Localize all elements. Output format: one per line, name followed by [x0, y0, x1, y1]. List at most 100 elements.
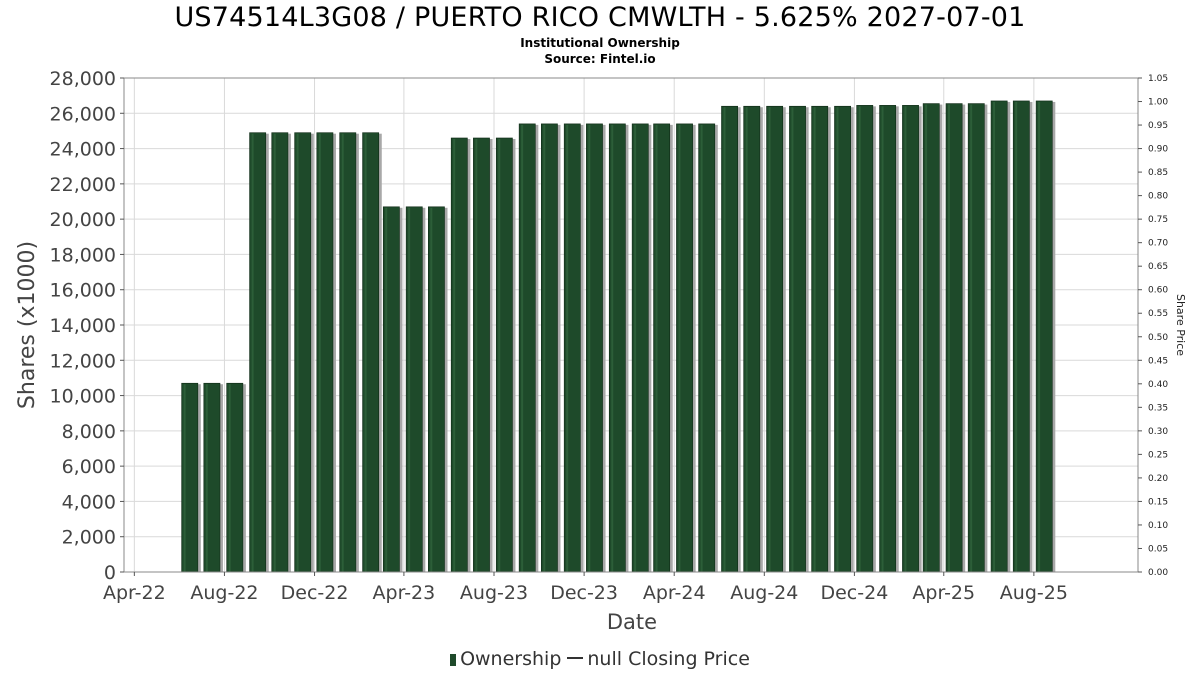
bar [967, 103, 988, 573]
bar-highlight [836, 107, 839, 572]
y-tick-label: 18,000 [50, 244, 116, 266]
bar-highlight [588, 124, 591, 572]
bar-highlight [475, 138, 478, 572]
ownership-legend-swatch [450, 654, 457, 666]
bar [362, 132, 382, 573]
x-axis: Apr-22 Aug-22 Dec-22 Apr-23 Aug-23 Dec-23 Apr-… [103, 572, 1068, 604]
y-tick-label: 0 [104, 562, 116, 584]
x-tick-label: Apr-25 [912, 582, 975, 604]
y2-tick-label: 0.40 [1148, 380, 1168, 390]
bar [608, 123, 629, 573]
bar-highlight [498, 138, 501, 572]
bar [990, 100, 1011, 573]
bar-highlight [521, 124, 524, 572]
bar-highlight [273, 133, 276, 572]
bar-highlight [341, 133, 344, 572]
bar [450, 137, 471, 573]
bar [945, 103, 966, 573]
bar [405, 206, 426, 573]
bar [1035, 100, 1056, 573]
y2-tick-label: 0.90 [1148, 145, 1168, 155]
bar [563, 123, 584, 573]
bar [226, 382, 246, 573]
bars-group [181, 100, 1056, 573]
x-tick-label: Aug-22 [190, 582, 258, 604]
y2-tick-label: 0.65 [1148, 262, 1168, 272]
chart-subtitle: Institutional Ownership [520, 36, 680, 50]
bar-highlight [993, 101, 996, 572]
bar-highlight [700, 124, 703, 572]
y-tick-label: 24,000 [50, 139, 116, 161]
bar [766, 105, 786, 573]
bar [518, 123, 539, 573]
y2-tick-label: 0.05 [1148, 544, 1168, 554]
ownership-chart: 0 2,000 4,000 6,000 8,000 10,000 12,000 14,000 1… [15, 68, 1187, 634]
x-tick-label: Apr-23 [373, 582, 436, 604]
x-tick-label: Dec-22 [281, 582, 349, 604]
x-tick-label: Aug-25 [1000, 582, 1068, 604]
y2-tick-label: 0.80 [1148, 192, 1168, 202]
bar-highlight [723, 107, 726, 572]
bar-highlight [611, 124, 614, 572]
bar-highlight [881, 106, 884, 572]
bar [249, 132, 269, 573]
y-tick-label: 8,000 [62, 421, 116, 443]
x-tick-label: Aug-24 [730, 582, 798, 604]
bar [879, 105, 899, 573]
bar-highlight [566, 124, 569, 572]
bar [721, 105, 741, 573]
y2-tick-label: 0.70 [1148, 239, 1168, 249]
bar-highlight [813, 107, 816, 572]
bar-highlight [768, 107, 771, 572]
bar [1012, 100, 1033, 573]
ownership-legend-label: Ownership [460, 648, 562, 670]
bar [316, 132, 336, 573]
bar [271, 132, 291, 573]
bar [181, 382, 201, 573]
bar-highlight [183, 384, 186, 572]
chart-title: US74514L3G08 / PUERTO RICO CMWLTH - 5.62… [174, 2, 1026, 33]
bar-highlight [634, 124, 637, 572]
y2-tick-label: 1.00 [1148, 98, 1168, 108]
y-tick-label: 10,000 [50, 386, 116, 408]
y2-tick-label: 0.10 [1148, 521, 1168, 531]
bar-highlight [408, 207, 411, 573]
bar-highlight [970, 104, 973, 572]
chart-source: Source: Fintel.io [544, 52, 656, 66]
y2-tick-label: 1.05 [1148, 74, 1168, 84]
y-tick-label: 26,000 [50, 103, 116, 125]
bar [631, 123, 652, 573]
bar [922, 103, 943, 573]
bar [902, 105, 922, 573]
y2-tick-label: 0.55 [1148, 309, 1168, 319]
bar-highlight [791, 107, 794, 572]
bar-highlight [228, 384, 231, 572]
x-tick-label: Dec-23 [550, 582, 618, 604]
bar-highlight [385, 207, 388, 573]
y2-tick-label: 0.50 [1148, 333, 1168, 343]
y-tick-label: 14,000 [50, 315, 116, 337]
bar [653, 123, 673, 573]
bar-highlight [904, 106, 907, 572]
x-tick-label: Apr-22 [103, 582, 166, 604]
bar-highlight [745, 107, 748, 572]
x-tick-label: Aug-23 [460, 582, 528, 604]
bar [428, 206, 448, 573]
y2-tick-label: 0.75 [1148, 215, 1168, 225]
price-legend-line [567, 657, 584, 659]
y2-tick-label: 0.00 [1148, 568, 1168, 578]
bar-highlight [858, 106, 861, 572]
y2-axis-label: Share Price [1174, 294, 1187, 356]
y2-tick-label: 0.35 [1148, 403, 1168, 413]
bar [495, 137, 516, 573]
y2-tick-label: 0.20 [1148, 474, 1168, 484]
y-tick-label: 6,000 [62, 456, 116, 478]
bar-highlight [251, 133, 254, 572]
y-tick-label: 20,000 [50, 209, 116, 231]
bar [743, 105, 763, 573]
bar-highlight [678, 124, 681, 572]
y2-tick-label: 0.25 [1148, 450, 1168, 460]
price-legend-label: null Closing Price [587, 648, 750, 670]
x-tick-label: Dec-24 [820, 582, 888, 604]
bar [203, 382, 223, 573]
